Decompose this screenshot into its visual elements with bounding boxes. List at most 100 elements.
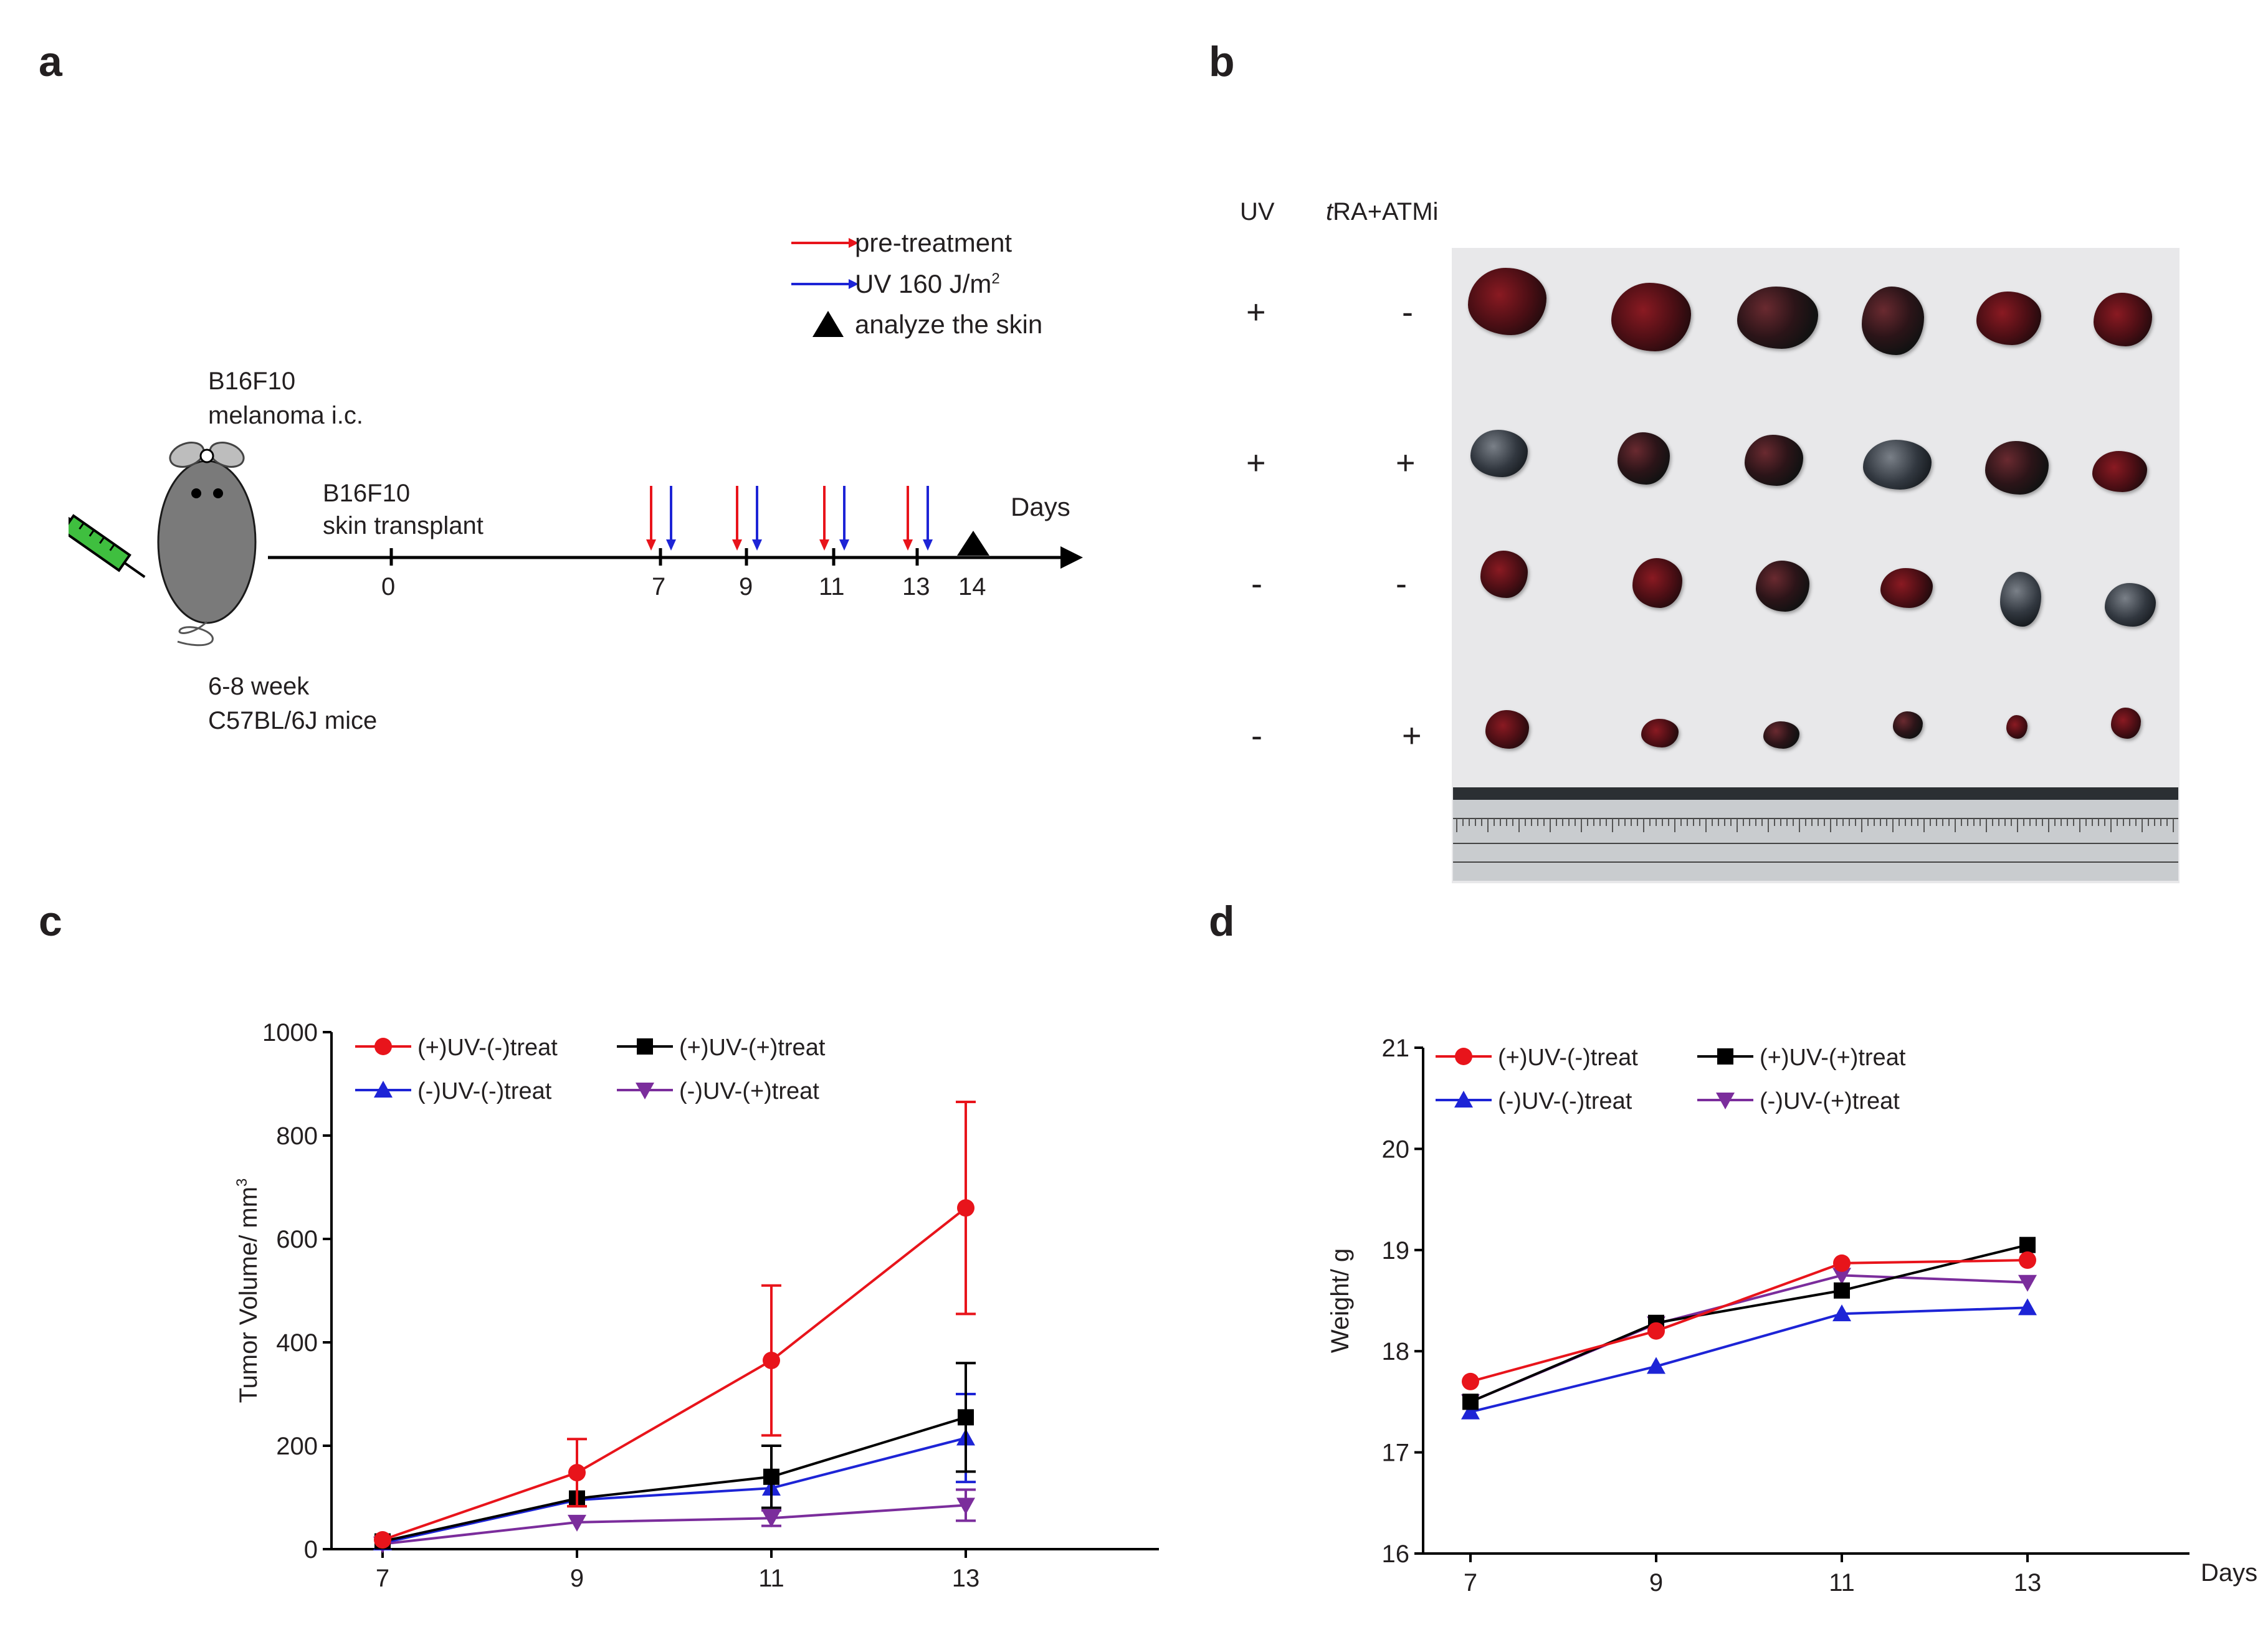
- row3-treat: -: [1396, 565, 1407, 602]
- row4-uv: -: [1251, 717, 1262, 754]
- data-point: [2018, 1274, 2037, 1292]
- y-tick-label: 400: [276, 1329, 318, 1357]
- injection-label-2: melanoma i.c.: [208, 402, 363, 429]
- series-(-)UV-(+)treat: [373, 1488, 976, 1554]
- data-point: [1833, 1254, 1851, 1272]
- data-point: [2019, 1236, 2036, 1253]
- legend-label: (-)UV-(+)treat: [679, 1078, 819, 1104]
- y-tick-label: 800: [276, 1122, 318, 1150]
- chart-d: 16 17 18 19 20 21 7 9 11 13 Days Weight/ g (+)UV-(-)…: [1327, 1035, 2257, 1596]
- data-point: [1462, 1393, 1479, 1410]
- mouse-label-1: 6-8 week: [208, 673, 310, 700]
- legend-uv: UV 160 J/m2: [855, 269, 1000, 298]
- legend-label: (+)UV-(-)treat: [1498, 1045, 1638, 1071]
- series-line: [382, 1207, 967, 1541]
- timeline-arrowhead: [1060, 546, 1083, 569]
- timeline-days-label: Days: [1011, 492, 1070, 521]
- data-point: [763, 1352, 780, 1370]
- row2-treat: +: [1396, 444, 1416, 482]
- data-point: [1647, 1357, 1665, 1374]
- data-point: [956, 1497, 975, 1515]
- series-line: [1470, 1306, 2028, 1413]
- series-(+)UV-(-)treat: [374, 1101, 976, 1549]
- row4-treat: +: [1402, 717, 1422, 754]
- x-tick-label: 7: [1464, 1569, 1477, 1596]
- x-tick-label: 7: [376, 1565, 389, 1592]
- injection-label-1: B16F10: [208, 368, 296, 395]
- tick-13: 13: [902, 573, 930, 600]
- legend-label: (+)UV-(+)treat: [1760, 1045, 1906, 1071]
- series-line: [1470, 1259, 2028, 1383]
- legend-label: (+)UV-(+)treat: [679, 1035, 826, 1061]
- x-tick-label: 11: [1829, 1569, 1855, 1596]
- series-line: [382, 1416, 966, 1543]
- tick-7: 7: [652, 573, 666, 600]
- data-point: [1462, 1372, 1479, 1390]
- data-point: [958, 1409, 974, 1426]
- legend-marker: [1455, 1048, 1472, 1065]
- analyze-day-triangle-icon: [957, 531, 989, 556]
- x-tick-label: 11: [758, 1565, 784, 1592]
- legend-label: (-)UV-(-)treat: [1498, 1088, 1632, 1114]
- data-point: [1461, 1402, 1480, 1420]
- legend: (+)UV-(-)treat (+)UV-(+)treat (-)UV-(-)tre…: [355, 1035, 826, 1104]
- analyze-triangle-icon: [812, 311, 844, 337]
- data-point: [1647, 1322, 1665, 1340]
- data-point: [568, 1464, 586, 1482]
- series-line: [382, 1436, 966, 1544]
- data-point: [763, 1468, 779, 1485]
- header-uv: UV: [1240, 198, 1275, 225]
- y-tick-label: 20: [1382, 1136, 1410, 1163]
- x-tick-label: 13: [2014, 1569, 2042, 1596]
- series-(+)UV-(+)treat: [374, 1362, 976, 1550]
- data-point: [762, 1511, 781, 1528]
- data-point: [1832, 1268, 1851, 1285]
- y-tick-label: 16: [1382, 1540, 1410, 1568]
- series-line: [1470, 1274, 2028, 1403]
- panel-label-d: d: [1209, 898, 1235, 945]
- x-tick-label: 9: [1649, 1569, 1663, 1596]
- y-tick-label: 17: [1382, 1440, 1410, 1467]
- legend-marker: [1717, 1048, 1733, 1065]
- data-point: [2018, 1298, 2037, 1316]
- y-tick-label: 1000: [262, 1019, 318, 1046]
- header-treatment: tRA+ATMi: [1326, 198, 1439, 225]
- legend-label: (+)UV-(-)treat: [417, 1035, 558, 1061]
- series-(+)UV-(+)treat: [1462, 1236, 2036, 1410]
- panel-label-b: b: [1209, 38, 1235, 85]
- data-point: [957, 1199, 974, 1217]
- chart-c: 02004006008001000791113DaysTumor Volume/…: [234, 1019, 1159, 1592]
- row1-uv: +: [1246, 293, 1266, 331]
- y-tick-label: 0: [304, 1536, 318, 1563]
- panel-label-a: a: [39, 38, 62, 85]
- series-(-)UV-(-)treat: [1461, 1298, 2037, 1420]
- legend-marker: [637, 1038, 653, 1055]
- legend-marker: [374, 1081, 393, 1098]
- transplant-label-2: skin transplant: [323, 512, 484, 539]
- y-tick-label: 600: [276, 1226, 318, 1253]
- x-tick-label: 13: [952, 1565, 980, 1592]
- y-tick-label: 200: [276, 1433, 318, 1460]
- treatment-arrows: [646, 486, 933, 551]
- x-tick-label: 9: [570, 1565, 584, 1592]
- legend-marker: [1716, 1093, 1735, 1109]
- legend: (+)UV-(-)treat (+)UV-(+)treat (-)UV-(-)tre…: [1436, 1045, 1906, 1114]
- y-axis-label: Tumor Volume/ mm3: [234, 1179, 262, 1403]
- data-point: [1834, 1282, 1850, 1299]
- legend-arrows: [791, 238, 859, 289]
- data-point: [568, 1514, 586, 1532]
- timeline-axis: [268, 486, 1083, 569]
- legend-pretreatment: pre-treatment: [855, 228, 1012, 257]
- data-point: [374, 1531, 391, 1549]
- y-tick-label: 18: [1382, 1338, 1410, 1365]
- tick-11: 11: [819, 573, 845, 600]
- syringe-icon: [69, 512, 146, 578]
- legend-marker: [636, 1083, 654, 1099]
- legend-label: (-)UV-(-)treat: [417, 1078, 552, 1104]
- series-line: [1470, 1243, 2028, 1403]
- panel-a-timeline: pre-treatment UV 160 J/m2 analyze the sk…: [0, 0, 1122, 779]
- data-point: [1832, 1304, 1851, 1322]
- data-point: [2019, 1251, 2036, 1269]
- series-(+)UV-(-)treat: [1462, 1251, 2036, 1390]
- y-tick-label: 21: [1382, 1035, 1410, 1062]
